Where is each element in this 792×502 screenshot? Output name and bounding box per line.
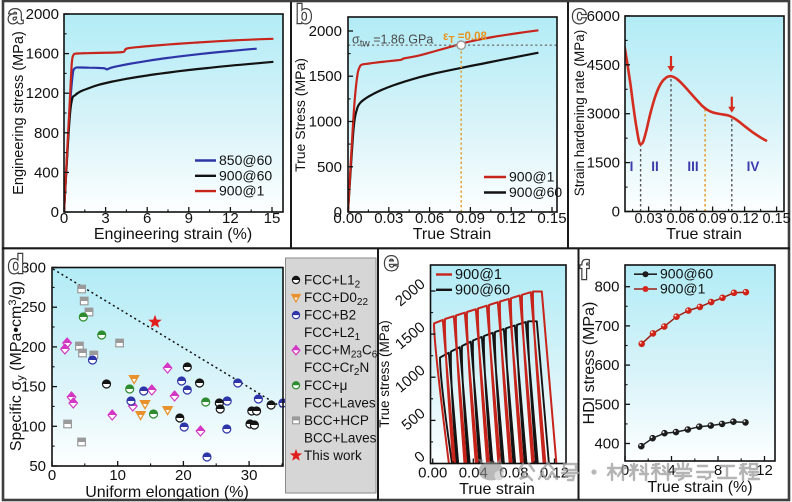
svg-text:2000: 2000 (309, 23, 342, 40)
svg-text:Strain hardening rate (MPa): Strain hardening rate (MPa) (572, 30, 587, 197)
svg-text:8: 8 (714, 462, 722, 479)
svg-text:600: 600 (594, 357, 619, 374)
svg-text:900@60: 900@60 (219, 167, 272, 183)
svg-text:50: 50 (29, 458, 46, 475)
svg-text:True strain: True strain (459, 481, 535, 498)
svg-text:1200: 1200 (26, 85, 59, 102)
svg-text:0.06: 0.06 (666, 211, 694, 227)
svg-text:0.15: 0.15 (762, 211, 790, 227)
svg-text:0.00: 0.00 (333, 210, 362, 227)
svg-text:BCC+Laves: BCC+Laves (304, 431, 377, 446)
svg-text:II: II (651, 159, 659, 174)
svg-text:100: 100 (21, 418, 46, 435)
svg-text:f: f (580, 255, 589, 285)
svg-text:True Strain: True Strain (413, 226, 492, 243)
svg-text:4: 4 (667, 462, 675, 479)
svg-text:III: III (687, 159, 698, 174)
svg-text:150: 150 (21, 379, 46, 396)
svg-text:700: 700 (594, 318, 619, 335)
svg-text:900@60: 900@60 (455, 282, 510, 298)
svg-text:0: 0 (612, 204, 620, 221)
svg-text:400: 400 (594, 436, 619, 453)
svg-text:FCC+Cr2N: FCC+Cr2N (304, 360, 369, 378)
svg-text:0.06: 0.06 (415, 210, 444, 227)
svg-text:12: 12 (222, 210, 239, 227)
svg-text:FCC+L21: FCC+L21 (304, 325, 361, 343)
svg-text:6: 6 (143, 210, 151, 227)
svg-text:2000: 2000 (26, 6, 59, 23)
svg-text:1500: 1500 (309, 68, 342, 85)
svg-text:IV: IV (747, 159, 760, 174)
svg-text:0.12: 0.12 (497, 210, 526, 227)
svg-text:True strain (%): True strain (%) (647, 479, 752, 496)
svg-text:200: 200 (21, 339, 46, 356)
svg-text:900@1: 900@1 (509, 169, 555, 185)
svg-text:0: 0 (334, 204, 342, 221)
svg-text:HDI stress (MPa): HDI stress (MPa) (581, 302, 598, 425)
svg-text:0.09: 0.09 (456, 210, 485, 227)
svg-text:900@1: 900@1 (219, 183, 265, 199)
svg-text:This work: This work (304, 448, 362, 463)
svg-text:Specific σy (MPa•cm3/g): Specific σy (MPa•cm3/g) (7, 281, 27, 451)
svg-text:20: 20 (175, 467, 192, 484)
svg-text:15: 15 (264, 210, 281, 227)
svg-text:FCC+L12: FCC+L12 (304, 273, 361, 291)
svg-text:10: 10 (109, 467, 126, 484)
svg-text:6000: 6000 (587, 8, 620, 25)
svg-text:0.03: 0.03 (634, 211, 662, 227)
svg-text:e: e (384, 246, 398, 276)
svg-text:True strain: True strain (666, 226, 742, 243)
svg-text:d: d (8, 249, 24, 279)
svg-text:σtw =1.86 GPa: σtw =1.86 GPa (352, 33, 433, 50)
svg-text:0.00: 0.00 (418, 465, 447, 482)
svg-text:I: I (630, 159, 634, 174)
svg-text:1600: 1600 (26, 46, 59, 63)
svg-text:Uniform elongation (%): Uniform elongation (%) (85, 484, 249, 501)
svg-text:850@60: 850@60 (219, 152, 272, 168)
svg-text:0: 0 (51, 204, 59, 221)
svg-text:0: 0 (621, 462, 629, 479)
svg-text:True Stress (MPa): True Stress (MPa) (292, 58, 308, 172)
svg-text:9: 9 (185, 210, 193, 227)
svg-text:True stress (MPa): True stress (MPa) (377, 320, 392, 428)
svg-text:0.12: 0.12 (540, 465, 569, 482)
svg-text:1500: 1500 (587, 155, 620, 172)
svg-text:12: 12 (756, 462, 773, 479)
svg-text:800: 800 (34, 125, 59, 142)
svg-text:400: 400 (34, 164, 59, 181)
svg-text:b: b (296, 0, 312, 29)
svg-text:0: 0 (60, 210, 68, 227)
svg-text:500: 500 (594, 396, 619, 413)
svg-text:BCC+HCP: BCC+HCP (304, 413, 369, 428)
svg-text:FCC+D022: FCC+D022 (304, 290, 368, 308)
svg-text:900@60: 900@60 (660, 266, 713, 282)
svg-text:1000: 1000 (309, 114, 342, 131)
svg-text:250: 250 (21, 299, 46, 316)
svg-text:c: c (572, 0, 586, 29)
svg-text:900@1: 900@1 (455, 267, 502, 283)
svg-text:3000: 3000 (587, 106, 620, 123)
svg-text:a: a (8, 0, 23, 29)
svg-text:30: 30 (241, 467, 258, 484)
svg-text:0.09: 0.09 (698, 211, 726, 227)
svg-text:900@60: 900@60 (509, 184, 562, 200)
svg-text:0.15: 0.15 (537, 210, 566, 227)
svg-text:FCC+Laves: FCC+Laves (304, 395, 376, 410)
svg-text:εT =0.08: εT =0.08 (443, 31, 487, 46)
svg-text:Engineering strain (%): Engineering strain (%) (94, 226, 252, 243)
svg-text:3: 3 (101, 210, 109, 227)
svg-text:300: 300 (21, 260, 46, 277)
svg-text:900@1: 900@1 (660, 281, 706, 297)
svg-text:0.03: 0.03 (374, 210, 403, 227)
svg-text:800: 800 (594, 279, 619, 296)
svg-text:Engineering stress (MPa): Engineering stress (MPa) (11, 31, 27, 195)
svg-text:0.12: 0.12 (730, 211, 758, 227)
svg-text:FCC+B2: FCC+B2 (304, 308, 356, 323)
svg-text:0: 0 (48, 467, 56, 484)
svg-text:4500: 4500 (587, 57, 620, 74)
svg-text:FCC+μ: FCC+μ (304, 378, 347, 393)
svg-text:500: 500 (317, 159, 342, 176)
